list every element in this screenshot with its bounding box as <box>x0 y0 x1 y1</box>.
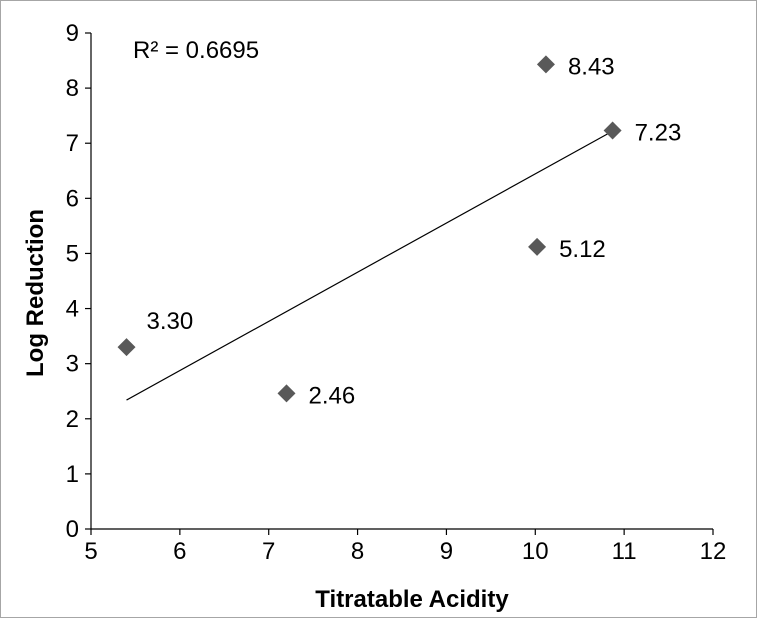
x-axis-title: Titratable Acidity <box>315 586 509 613</box>
data-point <box>536 55 555 74</box>
data-point <box>277 384 296 403</box>
y-tick-label: 7 <box>66 130 79 157</box>
x-tick-label: 10 <box>522 538 549 565</box>
data-label: 8.43 <box>568 53 615 80</box>
y-tick-label: 8 <box>66 75 79 102</box>
y-tick-label: 2 <box>66 406 79 433</box>
axes <box>85 32 714 535</box>
trendline <box>126 130 613 401</box>
data-label: 3.30 <box>147 308 194 335</box>
x-tick-label: 8 <box>351 538 364 565</box>
x-tick-label: 6 <box>173 538 186 565</box>
data-label: 5.12 <box>559 236 606 263</box>
x-tick-label: 5 <box>84 538 97 565</box>
data-point <box>528 237 547 256</box>
data-points <box>117 55 622 403</box>
y-tick-label: 4 <box>66 296 79 323</box>
x-tick-label: 9 <box>440 538 453 565</box>
y-tick-label: 0 <box>66 516 79 543</box>
y-tick-label: 5 <box>66 240 79 267</box>
data-label: 7.23 <box>635 120 682 147</box>
data-labels: 3.30 2.46 5.12 8.43 7.23 <box>147 53 682 409</box>
data-point <box>603 121 622 140</box>
y-tick-label: 9 <box>66 20 79 47</box>
data-point <box>117 338 136 357</box>
y-axis-title: Log Reduction <box>22 209 49 377</box>
y-tick-label: 6 <box>66 185 79 212</box>
x-tick-label: 7 <box>262 538 275 565</box>
y-tick-label: 1 <box>66 461 79 488</box>
data-label: 2.46 <box>308 382 355 409</box>
trendline-line <box>126 130 613 401</box>
r-squared-label: R² = 0.6695 <box>133 37 259 64</box>
y-tick-label: 3 <box>66 351 79 378</box>
x-tick-label: 12 <box>700 538 727 565</box>
x-tick-label: 11 <box>612 538 637 565</box>
